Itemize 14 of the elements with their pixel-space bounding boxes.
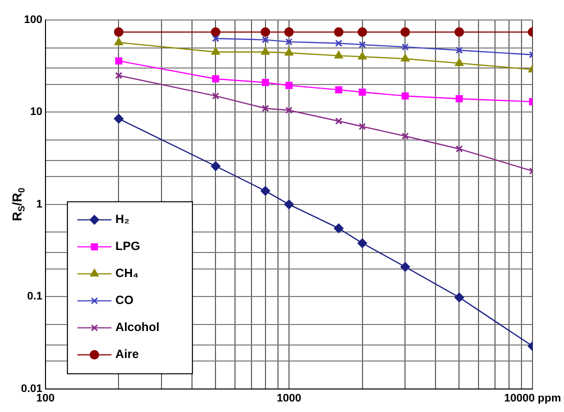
legend-label: CO: [115, 293, 134, 308]
legend-label: H₂: [115, 212, 130, 226]
x-tick-label: 10000 ppm: [504, 392, 562, 404]
legend-label: CH₄: [115, 266, 139, 280]
legend-label: LPG: [115, 239, 140, 254]
legend-label: Aire: [115, 347, 140, 362]
y-axis-title: RS/R0: [10, 188, 26, 222]
legend-label: Alcohol: [115, 320, 160, 334]
x-tick-label: 1000: [276, 392, 302, 404]
y-tick-label: 100: [24, 14, 42, 26]
y-tick-label: 0.01: [20, 382, 42, 395]
y-tick-label: 1: [36, 198, 42, 210]
y-tick-label: 0.1: [27, 290, 42, 303]
y-tick-label: 10: [30, 106, 42, 118]
